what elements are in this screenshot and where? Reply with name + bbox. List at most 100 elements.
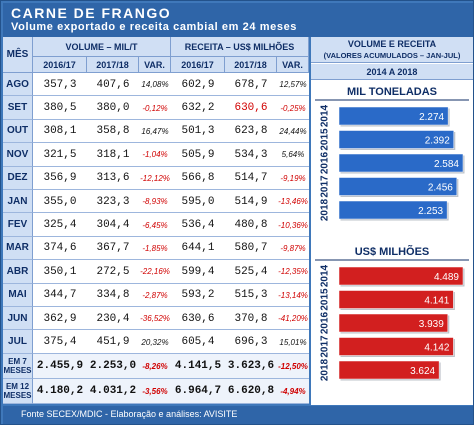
table-cell-r16: 605,4 <box>181 336 215 349</box>
table-cell-r16: 602,9 <box>181 78 215 91</box>
table-row <box>33 236 309 261</box>
table-cell-r16: 595,0 <box>181 195 215 208</box>
total-label: EM 12 MESES <box>3 378 33 404</box>
footer: Fonte SECEX/MDIC - Elaboração e análises… <box>3 406 473 424</box>
table-cell-v16: 380,5 <box>43 102 77 115</box>
table-cell-r17: 514,7 <box>234 172 268 185</box>
table-cell-v17: 323,3 <box>96 195 130 208</box>
table-cell-rvar: 12,57% <box>279 80 307 90</box>
bar-value-label: 2.456 <box>428 183 453 194</box>
table-cell-r17: 525,4 <box>234 265 268 278</box>
table-cell-r16: 632,2 <box>181 102 215 115</box>
table-cell-vvar: -6,45% <box>142 220 168 230</box>
table-cell-v16: 355,0 <box>43 195 77 208</box>
category-label: 2016 <box>320 311 331 334</box>
accumulated-panel: VOLUME E RECEITA (VALORES ACUMULADOS – J… <box>311 37 473 405</box>
table-cell-v17: 334,8 <box>96 289 130 302</box>
table-cell-vvar: 20,32% <box>141 337 169 347</box>
page-subtitle: Volume exportado e receita cambial em 24… <box>11 21 298 33</box>
table-cell-r17: 630,6 <box>234 102 268 115</box>
total-cell-r17: 3.623,6 <box>227 360 275 373</box>
category-label: 2018 <box>320 358 331 381</box>
table-cell-v17: 313,6 <box>96 172 130 185</box>
table-cell-r16: 505,9 <box>181 148 215 161</box>
table-cell-v17: 451,9 <box>96 336 130 349</box>
total-cell-v16: 2.455,9 <box>36 360 84 373</box>
volume-col-var: VAR. <box>139 57 171 73</box>
category-label: 2017 <box>320 175 331 198</box>
table-cell-rvar: 15,01% <box>279 337 307 347</box>
table-cell-vvar: -1,85% <box>142 243 168 253</box>
bar-2015 <box>338 290 454 309</box>
page-title: CARNE DE FRANGO <box>11 5 172 21</box>
bar-2015 <box>338 130 455 149</box>
table-cell-vvar: -1,04% <box>142 150 168 160</box>
table-cell-r16: 566,8 <box>181 172 215 185</box>
total-cell-vvar: -8,26% <box>142 361 168 371</box>
footer-source: Fonte SECEX/MDIC - Elaboração e análises… <box>21 409 238 419</box>
panel-subtitle: (VALORES ACUMULADOS – JAN-JUL) <box>323 51 461 60</box>
export-table: MÊS VOLUME – MIL/T RECEITA – US$ MILHÕES… <box>3 37 309 405</box>
chart-title: US$ MILHÕES <box>355 245 430 258</box>
table-cell-v17: 407,6 <box>96 78 130 91</box>
table-cell-rvar: -13,14% <box>278 290 308 300</box>
bar-2017 <box>338 337 454 356</box>
table-row <box>33 73 309 97</box>
category-label: 2014 <box>320 104 331 127</box>
total-label-b: MESES <box>3 365 32 375</box>
total-label: EM 7 MESES <box>3 353 33 379</box>
table-cell-v17: 367,7 <box>96 242 130 255</box>
table-cell-v17: 272,5 <box>96 265 130 278</box>
bar-2017 <box>338 177 458 196</box>
table-row <box>33 307 309 331</box>
bar-2016 <box>338 313 449 333</box>
month-label: MAI <box>3 283 33 307</box>
table-cell-rvar: -9,19% <box>280 173 306 183</box>
bar-value-label: 2.392 <box>425 136 450 147</box>
bar-2014 <box>338 266 464 286</box>
total-cell-v17: 4.031,2 <box>89 385 137 398</box>
table-cell-r16: 599,4 <box>181 265 215 278</box>
table-cell-r17: 696,3 <box>234 336 268 349</box>
table-cell-rvar: -41,20% <box>278 314 308 324</box>
accumulated-charts: MIL TONELADAS 2.274 2014 2.392 2015 2.584 2016… <box>315 86 469 381</box>
bar-value-label: 2.274 <box>419 112 444 123</box>
table-cell-v17: 230,4 <box>96 312 130 325</box>
bar-value-label: 3.624 <box>410 366 435 377</box>
title-bar: CARNE DE FRANGO Volume exportado e recei… <box>3 3 473 37</box>
month-label: JUN <box>3 307 33 331</box>
table-cell-v17: 358,8 <box>96 125 130 138</box>
table-row <box>33 119 309 144</box>
bar-value-label: 4.489 <box>434 272 459 283</box>
bar-2018 <box>338 200 448 220</box>
month-label: SET <box>3 96 33 120</box>
table-cell-r16: 501,3 <box>181 125 215 138</box>
table-cell-vvar: -12,12% <box>140 173 170 183</box>
month-label: NOV <box>3 143 33 167</box>
category-label: 2017 <box>320 335 331 358</box>
table-cell-v17: 304,4 <box>96 219 130 232</box>
table-cell-v16: 325,4 <box>43 219 77 232</box>
month-label: ABR <box>3 260 33 284</box>
table-cell-r17: 580,7 <box>234 242 268 255</box>
bar-2016 <box>338 153 464 173</box>
month-header: MÊS <box>3 37 33 73</box>
table-row <box>33 190 309 214</box>
table-cell-v17: 380,0 <box>96 102 130 115</box>
month-label: AGO <box>3 73 33 97</box>
table-cell-vvar: 14,08% <box>141 80 169 90</box>
table-cell-v16: 356,9 <box>43 172 77 185</box>
total-cell-v16: 4.180,2 <box>36 385 84 398</box>
table-row-total <box>33 353 309 379</box>
table-cell-r17: 515,3 <box>234 289 268 302</box>
table-cell-vvar: -22,16% <box>140 267 170 277</box>
table-cell-v16: 357,3 <box>43 78 77 91</box>
chart-title: MIL TONELADAS <box>347 86 437 98</box>
category-label: 2014 <box>320 264 331 287</box>
revenue-col-var: VAR. <box>277 57 309 73</box>
table-cell-vvar: -36,52% <box>140 314 170 324</box>
month-label: MAR <box>3 236 33 261</box>
table-cell-r17: 514,9 <box>234 195 268 208</box>
table-row <box>33 260 309 284</box>
